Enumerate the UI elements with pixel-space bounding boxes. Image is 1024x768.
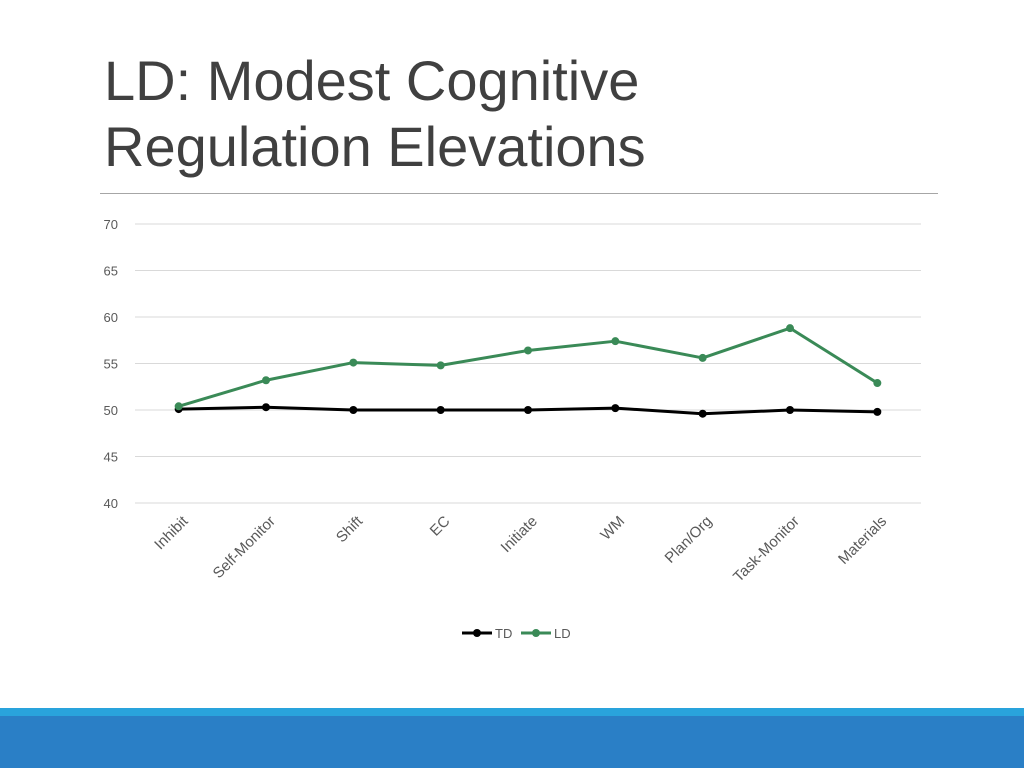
data-point-ld-self-monitor <box>262 376 270 385</box>
data-point-ld-plan-org <box>698 353 707 362</box>
series-ld <box>174 324 882 411</box>
data-point-ld-ec <box>436 361 445 370</box>
y-tick-label: 50 <box>104 403 118 418</box>
data-point-td-materials <box>873 407 882 416</box>
title-line-2: Regulation Elevations <box>104 115 646 178</box>
legend-marker-ld <box>532 629 540 637</box>
line-chart: 40 45 50 55 60 65 70 Inhibit Self-Monitor Shift E… <box>104 217 921 641</box>
footer-bar <box>0 716 1024 768</box>
data-point-td-self-monitor <box>262 403 270 412</box>
data-point-td-shift <box>349 406 358 414</box>
x-tick-label-initiate: Initiate <box>498 513 541 556</box>
data-point-ld-materials <box>873 379 882 388</box>
data-point-td-initiate <box>524 406 532 414</box>
data-point-ld-inhibit <box>174 402 183 411</box>
x-tick-label-materials: Materials <box>835 513 890 568</box>
x-axis-tick-labels: Inhibit Self-Monitor Shift EC Initiate WM Plan… <box>151 512 890 585</box>
y-tick-label: 65 <box>104 264 118 279</box>
y-tick-label: 70 <box>104 217 118 232</box>
footer-accent-bar <box>0 708 1024 716</box>
x-tick-label-task-monitor: Task-Monitor <box>730 513 803 586</box>
slide-title: LD: Modest Cognitive Regulation Elevatio… <box>104 48 924 180</box>
legend-item-ld: LD <box>521 626 571 641</box>
grid-lines <box>135 223 921 504</box>
title-divider <box>100 193 938 194</box>
x-tick-label-wm: WM <box>597 513 628 544</box>
data-point-ld-initiate <box>524 346 532 355</box>
y-tick-label: 55 <box>104 357 118 372</box>
data-point-ld-task-monitor <box>786 324 794 333</box>
x-tick-label-ec: EC <box>427 513 454 540</box>
data-point-td-ec <box>436 406 445 414</box>
data-point-td-task-monitor <box>786 406 794 414</box>
y-axis-tick-labels: 40 45 50 55 60 65 70 <box>104 217 118 511</box>
x-tick-label-inhibit: Inhibit <box>151 512 192 553</box>
x-tick-label-self-monitor: Self-Monitor <box>210 513 279 582</box>
y-tick-label: 45 <box>104 450 118 465</box>
series-lines <box>174 324 882 418</box>
series-line-ld <box>178 326 879 408</box>
data-point-td-wm <box>611 404 620 413</box>
legend-label-td: TD <box>495 626 512 641</box>
x-tick-label-shift: Shift <box>333 512 367 546</box>
y-tick-label: 60 <box>104 310 118 325</box>
data-point-ld-shift <box>349 358 358 367</box>
x-tick-label-plan-org: Plan/Org <box>662 513 716 567</box>
y-tick-label: 40 <box>104 496 118 511</box>
series-td <box>174 403 882 418</box>
legend: TD LD <box>462 626 571 641</box>
data-point-td-plan-org <box>698 409 707 418</box>
legend-marker-td <box>473 629 481 637</box>
legend-label-ld: LD <box>554 626 571 641</box>
data-point-ld-wm <box>611 337 620 346</box>
title-line-1: LD: Modest Cognitive <box>104 49 640 112</box>
legend-item-td: TD <box>462 626 512 641</box>
